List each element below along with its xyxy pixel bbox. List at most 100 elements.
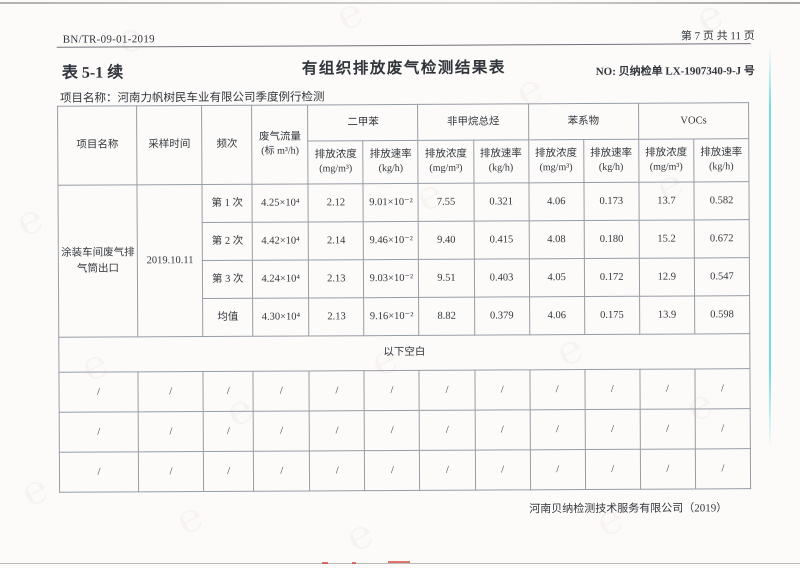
rate-label: 排放速率 (590, 147, 633, 160)
value-cell: 0.321 (473, 182, 529, 222)
slash-cell: / (253, 450, 310, 492)
value-cell: 0.173 (583, 182, 639, 221)
slash-cell: / (58, 371, 139, 413)
scan-speck (352, 562, 356, 564)
value-cell: 0.180 (583, 220, 640, 259)
value-cell: 9.51 (418, 259, 475, 298)
slash-cell: / (309, 370, 365, 411)
slash-cell: / (639, 368, 696, 410)
value-cell: 9.01×10⁻² (363, 183, 419, 222)
value-cell: 2.13 (308, 259, 364, 298)
conc-label: 排放浓度 (424, 148, 467, 161)
blank-note-cell: 以下空白 (58, 333, 750, 373)
subheader-rate: 排放速率 (kg/h) (693, 138, 749, 182)
conc-label: 排放浓度 (314, 149, 357, 161)
slash-cell: / (138, 371, 204, 412)
scan-edge-top (0, 2, 800, 4)
footer-company-name: 河南贝纳检测技术服务有限公司（2019） (529, 502, 728, 516)
value-cell: 4.06 (528, 182, 584, 221)
value-cell: 0.172 (584, 258, 640, 297)
value-cell: 4.30×10⁴ (252, 297, 310, 337)
slash-cell: / (695, 408, 751, 449)
value-cell: 2.13 (308, 297, 365, 336)
scan-artifact-cyan-line (769, 48, 771, 448)
conc-unit: (mg/m³) (649, 161, 683, 174)
frequency-cell: 均值 (202, 298, 254, 337)
value-cell: 9.03×10⁻² (363, 259, 420, 298)
flow-header-unit: (标 m³/h) (261, 145, 299, 158)
conc-label: 排放浓度 (645, 147, 688, 159)
group-header-nmhc: 非甲烷总烃 (418, 103, 529, 141)
rate-unit: (kg/h) (598, 162, 624, 174)
empty-row: / / / / / / / / / / / / (59, 408, 751, 453)
subheader-rate: 排放速率 (kg/h) (473, 139, 529, 184)
value-cell: 15.2 (638, 219, 695, 259)
slash-cell: / (253, 370, 310, 412)
slash-cell: / (584, 369, 640, 410)
value-cell: 7.55 (418, 183, 474, 222)
value-cell: 9.40 (418, 221, 474, 260)
slash-cell: / (309, 410, 365, 451)
slash-cell: / (419, 450, 476, 491)
value-cell: 0.175 (584, 296, 640, 335)
table-row: 涂装车间废气排气筒出口 2019.10.11 第 1 次 4.25×10⁴ 2.… (57, 181, 750, 338)
col-header-frequency: 频次 (201, 105, 253, 185)
project-name-line: 项目名称：河南力帆树民车业有限公司季度例行检测 (59, 91, 325, 105)
slash-cell: / (474, 369, 530, 411)
empty-row: / / / / / / / / / / / / (59, 448, 751, 493)
value-cell: 0.598 (694, 295, 750, 334)
col-header-project: 项目名称 (57, 105, 138, 186)
value-cell: 2.14 (308, 221, 364, 260)
slash-cell: / (474, 449, 531, 491)
rate-unit: (kg/h) (709, 161, 734, 173)
slash-cell: / (530, 449, 586, 490)
subheader-concentration: 排放浓度 (mg/m³) (308, 140, 364, 184)
slash-cell: / (639, 408, 696, 450)
frequency-cell: 第 2 次 (202, 222, 253, 261)
slash-cell: / (529, 369, 585, 410)
frequency-cell: 第 3 次 (202, 260, 253, 299)
slash-cell: / (364, 370, 420, 411)
slash-cell: / (364, 450, 421, 491)
value-cell: 4.42×10⁴ (252, 221, 309, 261)
slash-cell: / (203, 411, 254, 452)
slash-cell: / (203, 451, 254, 492)
slash-cell: / (640, 448, 696, 490)
rate-unit: (kg/h) (488, 162, 514, 174)
rate-label: 排放速率 (369, 149, 412, 161)
scan-speck (388, 561, 410, 563)
slash-cell: / (419, 410, 475, 451)
document-code: BN/TR-09-01-2019 (62, 33, 155, 46)
slash-cell: / (309, 450, 365, 491)
value-cell: 2.12 (308, 183, 364, 222)
subheader-concentration: 排放浓度 (mg/m³) (638, 138, 694, 183)
value-cell: 13.9 (639, 295, 695, 335)
subheader-concentration: 排放浓度 (mg/m³) (528, 139, 584, 183)
col-header-sample-time: 采样时间 (136, 105, 203, 185)
rate-label: 排放速率 (700, 147, 743, 159)
header-rule (56, 43, 751, 48)
slash-cell: / (59, 411, 139, 453)
slash-cell: / (138, 411, 204, 452)
report-number: NO: 贝纳检单 LX-1907340-9-J 号 (595, 65, 755, 78)
slash-cell: / (364, 410, 420, 451)
blank-note-row: 以下空白 (58, 333, 750, 373)
slash-cell: / (203, 371, 254, 412)
emission-results-table: 项目名称 采样时间 频次 废气流量 (标 m³/h) 二甲苯 非甲烷总烃 苯系物… (57, 102, 751, 493)
slash-cell: / (695, 448, 751, 489)
slash-cell: / (474, 409, 531, 451)
value-cell: 12.9 (639, 257, 695, 297)
value-cell: 4.24×10⁴ (252, 259, 309, 299)
conc-label: 排放浓度 (534, 148, 578, 160)
subheader-rate: 排放速率 (kg/h) (363, 140, 419, 184)
slash-cell: / (585, 449, 641, 490)
slash-cell: / (694, 368, 751, 409)
slash-cell: / (59, 451, 139, 493)
col-header-flow: 废气流量 (标 m³/h) (251, 104, 309, 185)
slash-cell: / (584, 409, 641, 450)
conc-unit: (mg/m³) (539, 162, 573, 174)
subheader-concentration: 排放浓度 (mg/m³) (418, 140, 474, 184)
conc-unit: (mg/m³) (319, 163, 353, 175)
value-cell: 8.82 (419, 297, 475, 336)
